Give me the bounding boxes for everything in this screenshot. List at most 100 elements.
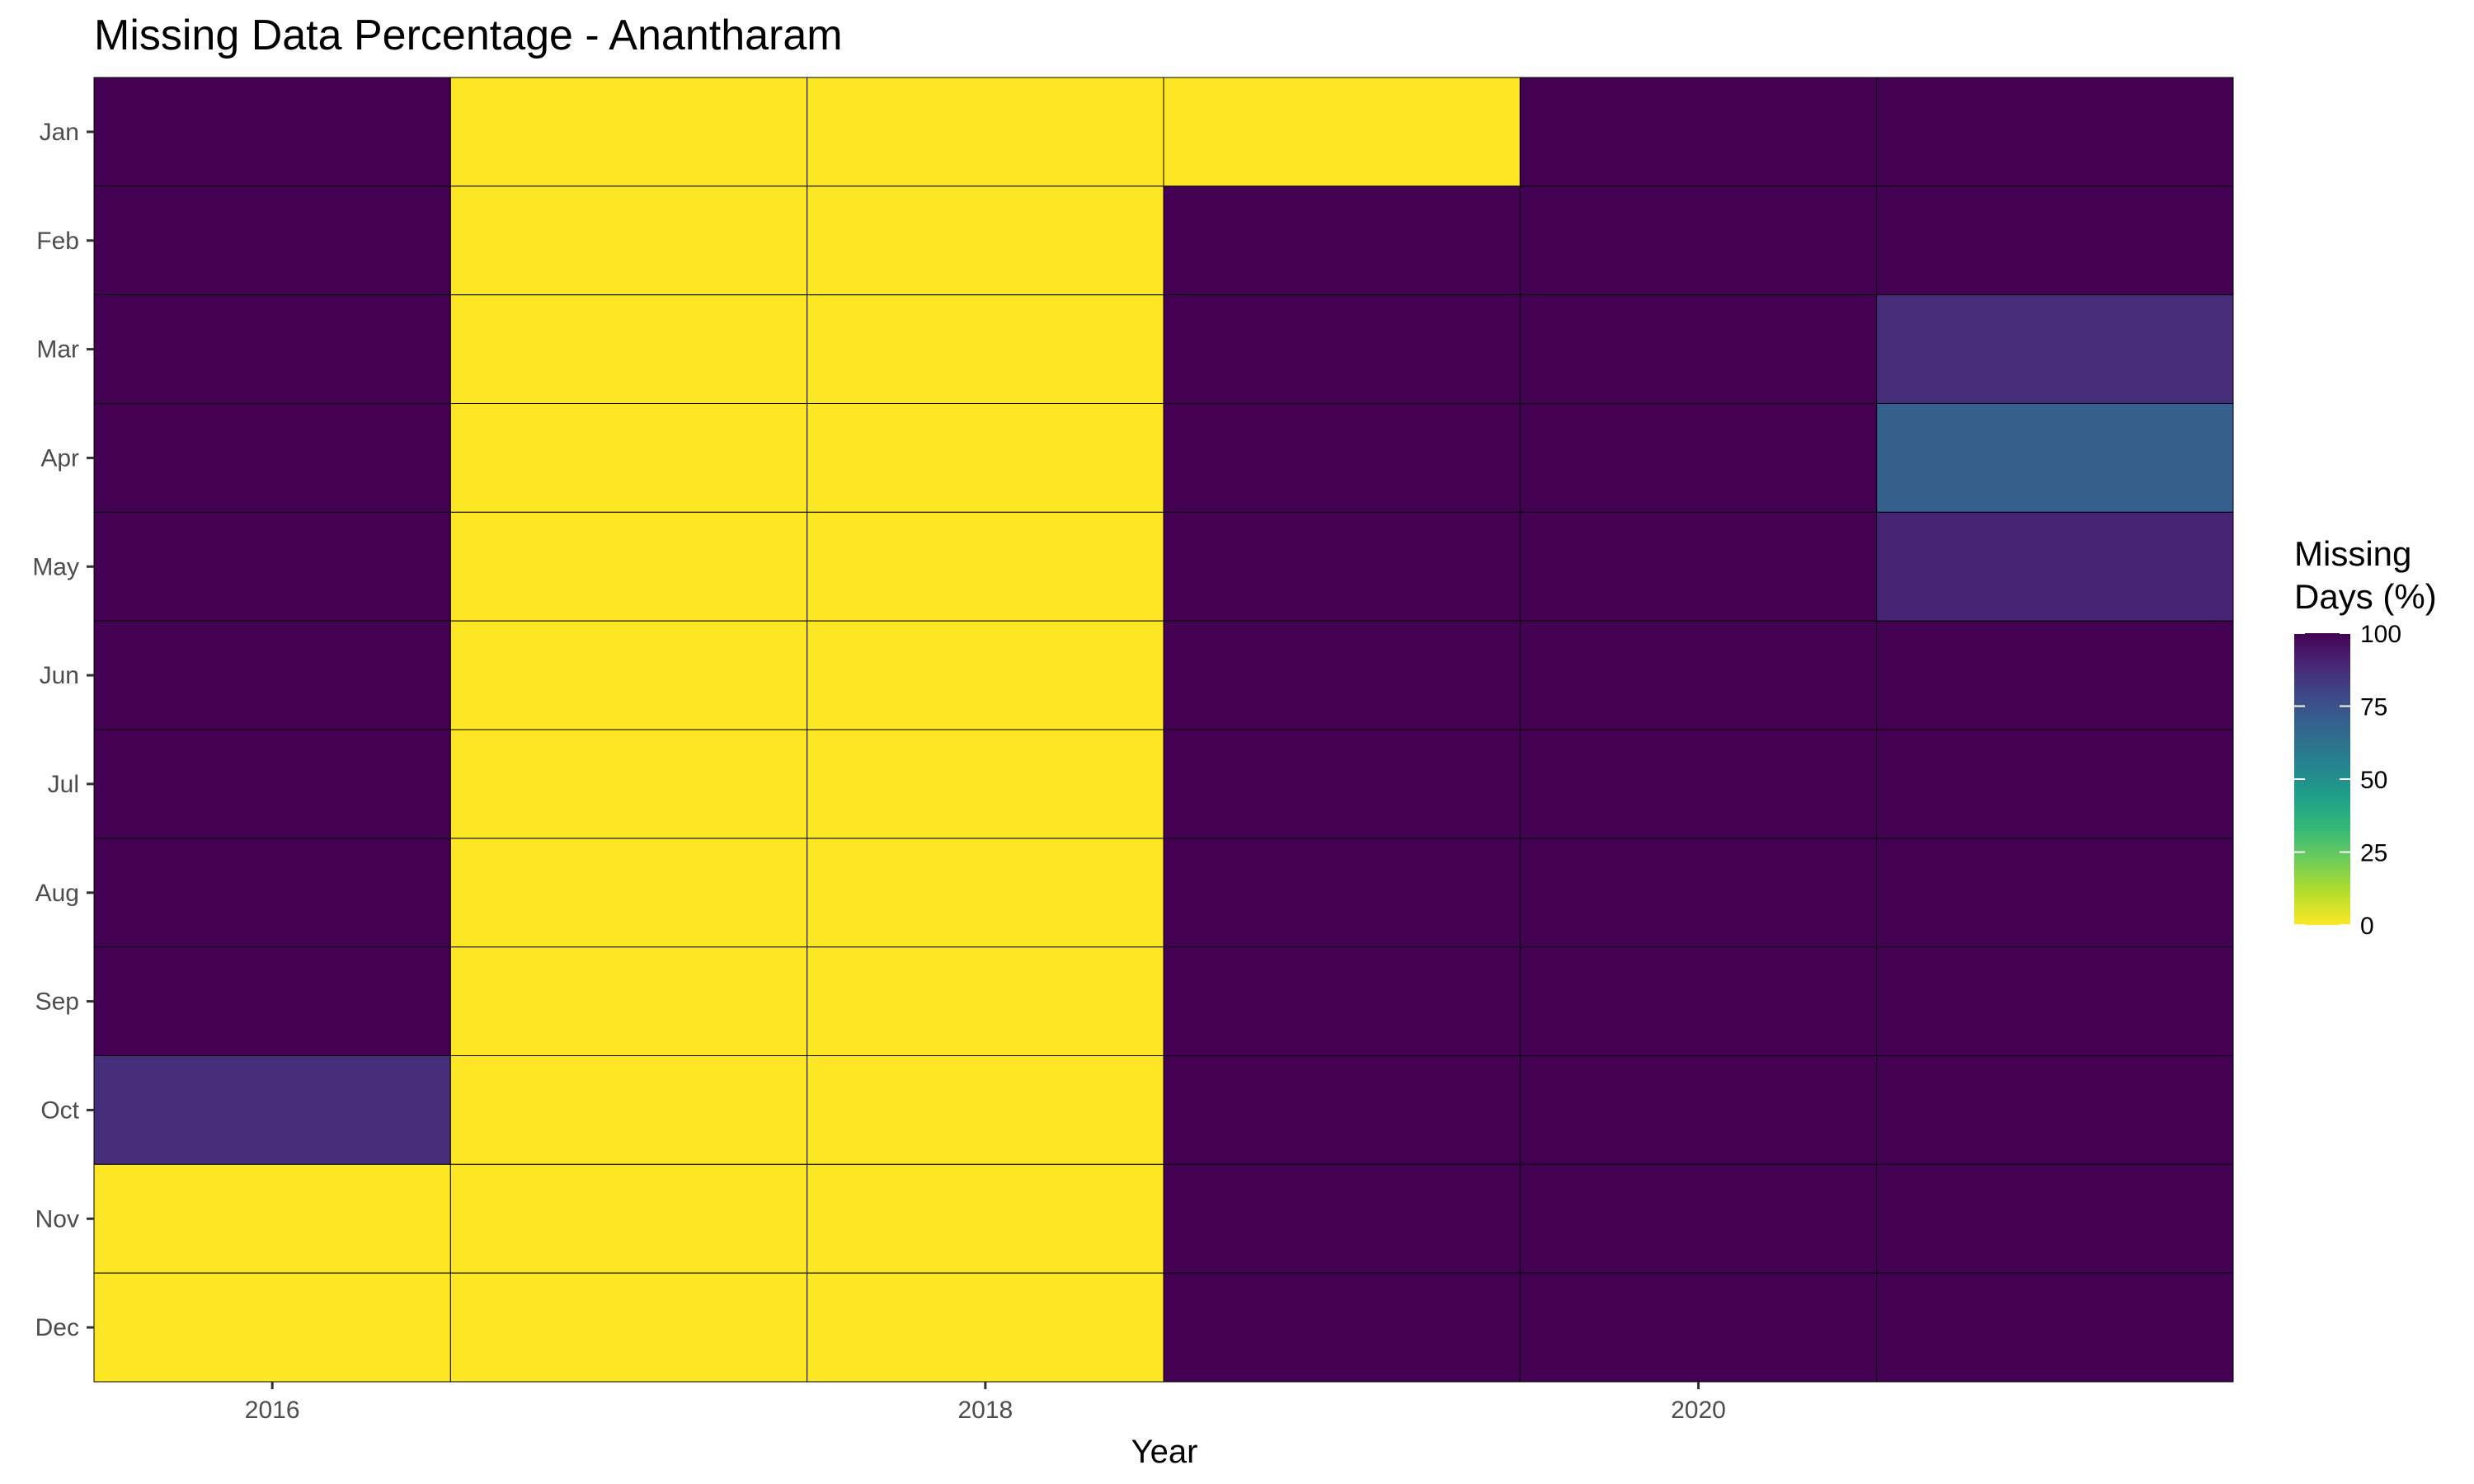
heatmap-cell bbox=[1519, 1272, 1878, 1383]
heatmap-cell bbox=[1519, 186, 1878, 296]
heatmap-cell bbox=[1876, 403, 2234, 513]
heatmap-cell bbox=[807, 1163, 1164, 1274]
heatmap-cell bbox=[449, 186, 808, 296]
y-tick-label: Oct bbox=[40, 1097, 79, 1124]
heatmap-cell bbox=[93, 403, 451, 513]
heatmap-cell bbox=[1876, 294, 2234, 404]
heatmap-cell bbox=[1876, 186, 2234, 296]
heatmap-cell bbox=[449, 1055, 808, 1165]
heatmap-cell bbox=[1163, 511, 1521, 622]
heatmap-cell bbox=[1163, 620, 1521, 730]
y-axis: Jan Feb Mar Apr May Jun Jul Aug Sep Oct Nov Dec bbox=[32, 119, 94, 1341]
heatmap-cell bbox=[93, 620, 451, 730]
heatmap-cell bbox=[449, 403, 808, 513]
heatmap-cell bbox=[449, 729, 808, 839]
y-tick-label: Nov bbox=[35, 1205, 79, 1233]
heatmap-cell bbox=[807, 946, 1164, 1056]
y-tick-label: Feb bbox=[36, 228, 79, 255]
heatmap-cell bbox=[93, 511, 451, 622]
heatmap-cell bbox=[1876, 946, 2234, 1056]
heatmap-cell bbox=[1876, 838, 2234, 948]
heatmap-cell bbox=[1163, 403, 1521, 513]
y-tick-label: Sep bbox=[35, 989, 79, 1016]
legend-title-line: Days (%) bbox=[2294, 577, 2437, 616]
heatmap-cell bbox=[1876, 729, 2234, 839]
heatmap-cell bbox=[1163, 1272, 1521, 1383]
heatmap-cell bbox=[93, 1055, 451, 1165]
heatmap-cell bbox=[1519, 1055, 1878, 1165]
y-tick-label: Jun bbox=[40, 662, 79, 689]
legend-title-line: Missing bbox=[2294, 534, 2411, 573]
heatmap-cell bbox=[1163, 186, 1521, 296]
heatmap-cell bbox=[1519, 1163, 1878, 1274]
heatmap-cell bbox=[93, 946, 451, 1056]
legend-tick-label: 50 bbox=[2360, 767, 2387, 794]
heatmap-cell bbox=[93, 1163, 451, 1274]
heatmap-cell bbox=[93, 186, 451, 296]
heatmap-cell bbox=[1876, 511, 2234, 622]
y-tick-label: Jul bbox=[48, 771, 79, 798]
heatmap-cell bbox=[807, 729, 1164, 839]
heatmap-cell bbox=[449, 294, 808, 404]
heatmap-cell bbox=[93, 77, 451, 187]
y-tick-label: Aug bbox=[35, 880, 79, 907]
heatmap-cell bbox=[1876, 620, 2234, 730]
x-tick-label: 2020 bbox=[1671, 1397, 1726, 1424]
y-tick-label: Jan bbox=[40, 119, 79, 146]
heatmap-cell bbox=[1519, 511, 1878, 622]
heatmap-cell bbox=[93, 838, 451, 948]
legend-tick-label: 75 bbox=[2360, 694, 2387, 721]
heatmap-cell bbox=[807, 403, 1164, 513]
y-tick-label: May bbox=[32, 553, 79, 580]
heatmap-cell bbox=[807, 77, 1164, 187]
heatmap-cell bbox=[1163, 946, 1521, 1056]
heatmap-cell bbox=[1163, 77, 1521, 187]
heatmap-cell bbox=[1163, 1163, 1521, 1274]
heatmap-cell bbox=[1876, 77, 2234, 187]
heatmap-cell bbox=[1519, 729, 1878, 839]
heatmap-cell bbox=[807, 620, 1164, 730]
heatmap-cell bbox=[1519, 294, 1878, 404]
heatmap-cell bbox=[1519, 620, 1878, 730]
heatmap-cell bbox=[449, 838, 808, 948]
x-axis: 2016 2018 2020 bbox=[245, 1382, 1726, 1424]
legend-tick-label: 100 bbox=[2360, 621, 2401, 648]
heatmap-cell bbox=[1163, 838, 1521, 948]
y-tick-label: Apr bbox=[40, 444, 79, 472]
heatmap-cell bbox=[449, 946, 808, 1056]
heatmap-cell bbox=[1876, 1055, 2234, 1165]
heatmap-cell bbox=[449, 1163, 808, 1274]
heatmap-cell bbox=[1163, 1055, 1521, 1165]
heatmap-cell bbox=[1876, 1163, 2234, 1274]
heatmap-cell bbox=[93, 294, 451, 404]
heatmap-cell bbox=[1163, 729, 1521, 839]
heatmap-cell bbox=[1519, 403, 1878, 513]
heatmap-cell bbox=[807, 186, 1164, 296]
heatmap-cell bbox=[449, 1272, 808, 1383]
heatmap-cell bbox=[1519, 77, 1878, 187]
heatmap-cell bbox=[449, 77, 808, 187]
heatmap-cell bbox=[807, 511, 1164, 622]
heatmap-cell bbox=[1876, 1272, 2234, 1383]
heatmap-cell bbox=[807, 1055, 1164, 1165]
heatmap-cell bbox=[807, 294, 1164, 404]
legend-tick-label: 25 bbox=[2360, 840, 2387, 867]
heatmap-cell bbox=[93, 729, 451, 839]
heatmap-cell bbox=[93, 1272, 451, 1383]
y-tick-label: Mar bbox=[36, 336, 79, 364]
x-tick-label: 2018 bbox=[957, 1397, 1013, 1424]
heatmap-cell bbox=[1519, 946, 1878, 1056]
chart-title: Missing Data Percentage - Anantharam bbox=[94, 12, 843, 59]
y-tick-label: Dec bbox=[35, 1314, 79, 1341]
heatmap-cell bbox=[807, 1272, 1164, 1383]
heatmap-cells bbox=[93, 77, 2234, 1383]
heatmap-cell bbox=[807, 838, 1164, 948]
x-tick-label: 2016 bbox=[245, 1397, 300, 1424]
color-legend: Missing Days (%) 100 75 50 25 0 bbox=[2294, 534, 2437, 940]
x-axis-title: Year bbox=[1131, 1434, 1198, 1470]
heatmap-cell bbox=[449, 511, 808, 622]
legend-tick-label: 0 bbox=[2360, 913, 2374, 940]
heatmap-cell bbox=[449, 620, 808, 730]
heatmap-cell bbox=[1163, 294, 1521, 404]
